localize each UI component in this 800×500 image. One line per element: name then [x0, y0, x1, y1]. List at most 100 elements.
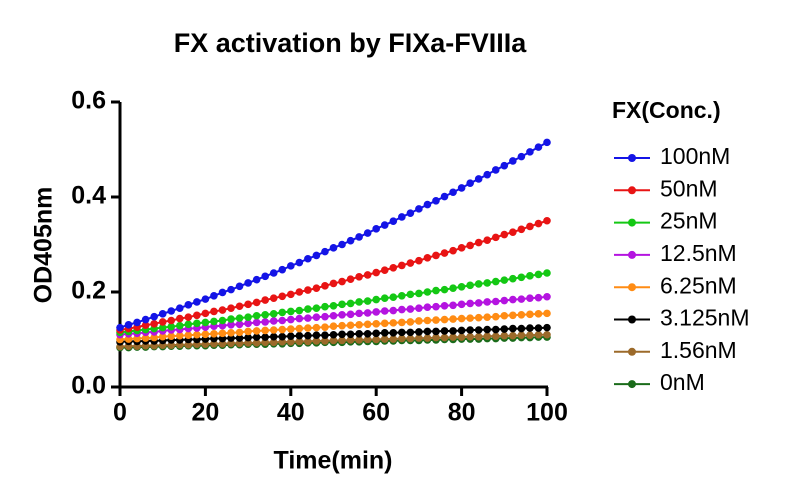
data-point [534, 270, 543, 279]
data-point [432, 286, 440, 295]
data-point [252, 327, 261, 335]
data-point [423, 288, 432, 296]
data-point [321, 337, 329, 345]
data-point [227, 334, 235, 342]
data-point [415, 256, 423, 265]
data-point [346, 236, 355, 245]
data-point [509, 311, 517, 320]
data-point [329, 244, 338, 252]
chart-title: FX activation by FIXa-FVIIIa [174, 28, 528, 58]
data-point [406, 209, 415, 217]
data-point [227, 320, 235, 329]
legend-marker [628, 154, 636, 162]
data-point [406, 259, 415, 267]
data-point [500, 331, 509, 340]
data-point [457, 282, 466, 291]
data-point [466, 314, 474, 322]
data-point [457, 244, 466, 252]
data-point [509, 157, 517, 165]
data-point [235, 328, 244, 337]
data-point [150, 333, 158, 342]
data-point [423, 316, 432, 325]
data-point [372, 329, 381, 338]
data-point [483, 279, 492, 287]
data-point [474, 326, 483, 334]
data-point [389, 335, 398, 343]
data-point [363, 335, 372, 344]
data-point [133, 318, 141, 327]
data-point [175, 304, 184, 312]
data-point [543, 216, 551, 225]
data-point [287, 338, 295, 346]
data-point [338, 336, 346, 345]
data-point [491, 312, 500, 321]
data-point [227, 329, 235, 337]
data-point [389, 329, 398, 337]
data-point [287, 325, 295, 333]
data-point [338, 321, 346, 330]
legend-marker [628, 218, 636, 227]
data-point [389, 306, 398, 315]
legend-marker [628, 283, 636, 292]
data-point [201, 340, 210, 349]
legend-label: 100nM [660, 143, 730, 169]
data-point [363, 320, 372, 329]
data-point [210, 330, 218, 338]
data-point [517, 152, 526, 161]
data-point [543, 309, 551, 318]
data-point [457, 314, 466, 323]
legend-label: 0nM [660, 369, 705, 395]
data-point [167, 316, 176, 325]
data-point [338, 330, 346, 339]
data-point [355, 273, 363, 281]
data-point [346, 275, 355, 283]
data-point [150, 320, 158, 328]
data-point [380, 307, 389, 315]
data-point [543, 269, 551, 277]
data-point [244, 319, 252, 328]
data-point [304, 314, 312, 322]
x-tick-label: 0 [113, 399, 127, 427]
data-point [278, 316, 287, 325]
legend-label: 1.56nM [660, 337, 737, 363]
data-point [432, 327, 440, 336]
data-point [406, 318, 415, 326]
data-point [346, 299, 355, 308]
x-tick-label: 60 [362, 399, 390, 427]
data-point [287, 315, 295, 324]
data-point [278, 292, 287, 301]
data-point [491, 277, 500, 286]
data-point [380, 335, 389, 343]
data-point [312, 304, 321, 312]
data-point [269, 338, 278, 347]
data-point [184, 340, 193, 349]
data-point [252, 298, 261, 307]
data-point [534, 324, 543, 332]
data-point [261, 272, 269, 281]
data-point [526, 148, 534, 156]
data-point [483, 298, 492, 306]
data-point [398, 292, 406, 300]
data-point [312, 284, 321, 293]
data-point [466, 281, 474, 290]
data-point [116, 323, 124, 332]
data-point [252, 339, 261, 347]
data-point [543, 138, 551, 147]
data-point [346, 330, 355, 339]
legend-marker [628, 347, 636, 356]
data-point [380, 329, 389, 337]
data-point [363, 309, 372, 317]
data-point [261, 318, 269, 326]
data-point [423, 303, 432, 312]
data-point [295, 288, 304, 296]
data-point [201, 330, 210, 339]
data-point [509, 295, 517, 304]
data-point [509, 274, 517, 283]
data-point [346, 310, 355, 319]
legend-label: 12.5nM [660, 240, 737, 266]
data-point [432, 302, 440, 311]
data-point [517, 225, 526, 234]
data-point [500, 230, 509, 239]
y-tick-label: 0.6 [71, 87, 106, 115]
data-point [406, 334, 415, 343]
